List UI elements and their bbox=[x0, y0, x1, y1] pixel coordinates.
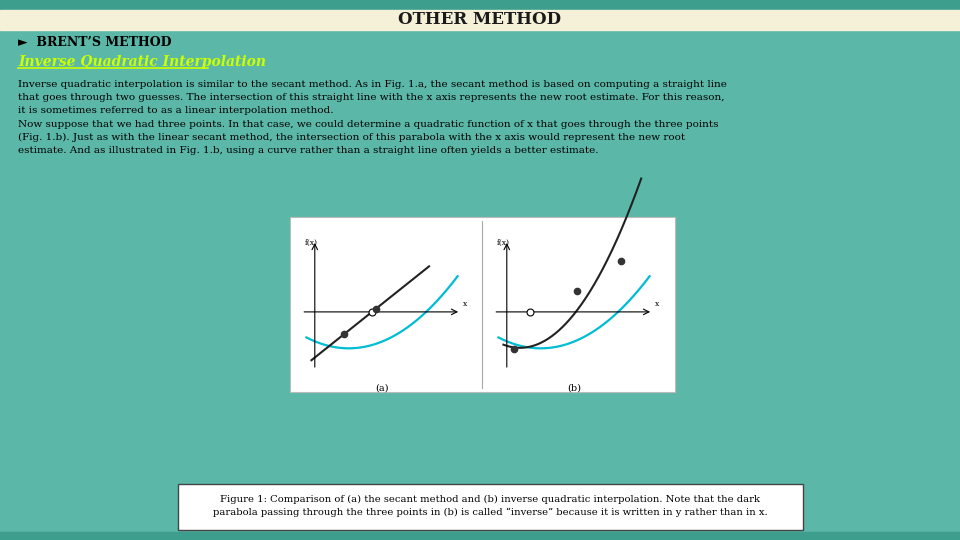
Text: (a): (a) bbox=[375, 384, 389, 393]
Bar bbox=[0, 0, 960, 13]
Bar bbox=[0, 10, 960, 30]
Bar bbox=[0, 532, 960, 540]
Text: OTHER METHOD: OTHER METHOD bbox=[398, 11, 562, 29]
Text: Inverse Quadratic Interpolation: Inverse Quadratic Interpolation bbox=[18, 55, 266, 69]
Text: Figure 1: Comparison of (a) the secant method and (b) inverse quadratic interpol: Figure 1: Comparison of (a) the secant m… bbox=[213, 495, 768, 517]
Text: Inverse quadratic interpolation is similar to the secant method. As in Fig. 1.a,: Inverse quadratic interpolation is simil… bbox=[18, 80, 727, 114]
Bar bbox=[290, 217, 675, 392]
Text: x: x bbox=[463, 300, 467, 308]
Text: f(x): f(x) bbox=[496, 239, 510, 247]
Text: ►  BRENT’S METHOD: ► BRENT’S METHOD bbox=[18, 37, 172, 50]
Text: x: x bbox=[655, 300, 659, 308]
Text: f(x): f(x) bbox=[304, 239, 318, 247]
Text: (b): (b) bbox=[567, 384, 581, 393]
Bar bbox=[178, 484, 803, 530]
Text: Now suppose that we had three points. In that case, we could determine a quadrat: Now suppose that we had three points. In… bbox=[18, 120, 718, 155]
